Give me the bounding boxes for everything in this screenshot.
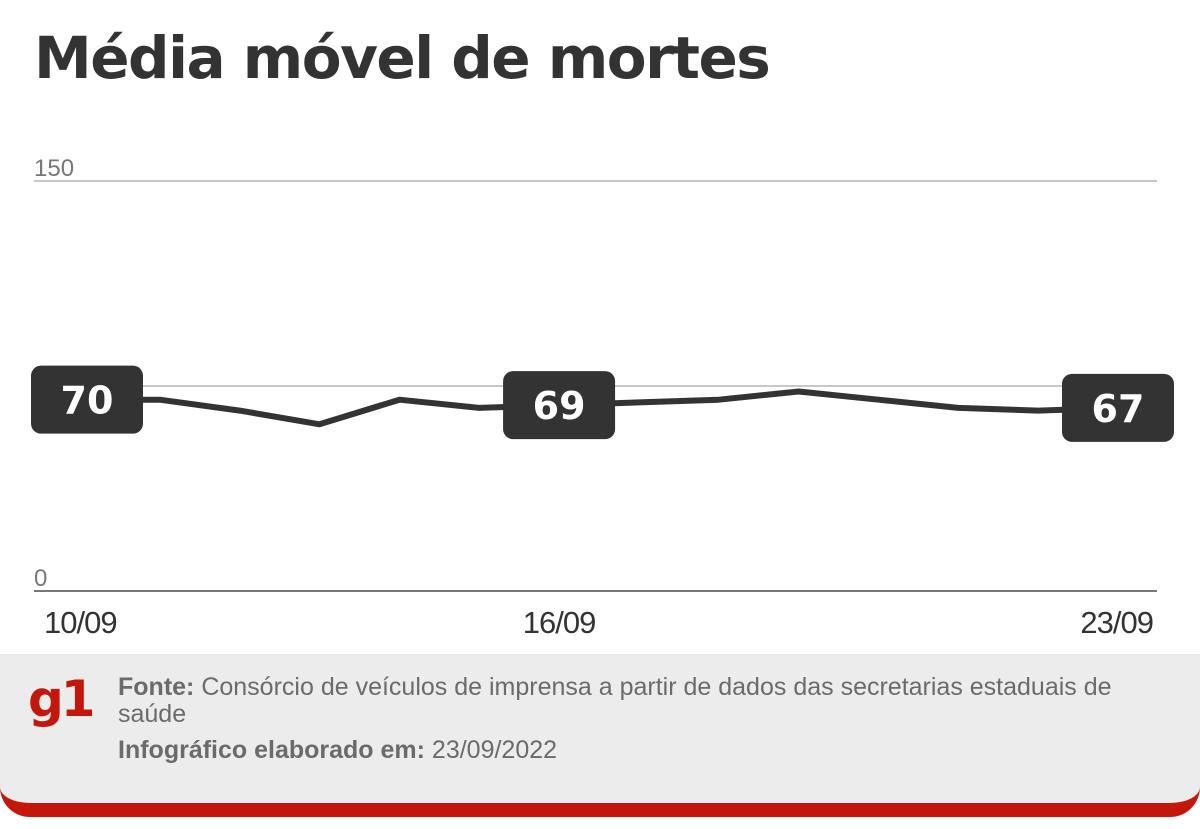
credit-note: Infográfico elaborado em: 23/09/2022: [118, 736, 557, 764]
source-label: Fonte:: [118, 673, 195, 701]
date-text: 23/09/2022: [424, 736, 558, 764]
value-callout-label: 69: [533, 384, 586, 428]
x-tick-label: 23/09: [1080, 605, 1153, 640]
y-tick-label: 150: [34, 155, 74, 182]
y-tick-label: 0: [34, 565, 47, 592]
chart-title: Média móvel de mortes: [34, 24, 771, 92]
value-callout-box: [31, 365, 143, 434]
line-chart: 150 0 10/09 16/09 23/09 70 69 67: [31, 155, 1174, 640]
date-label: Infográfico elaborado em:: [118, 736, 425, 764]
value-callout-label: 70: [61, 379, 114, 423]
g1-logo: g1: [28, 670, 96, 728]
value-callout-label: 67: [1092, 387, 1145, 431]
source-footer: g1 Fonte: Consórcio de veículos de impre…: [0, 654, 1200, 817]
x-tick-label: 16/09: [523, 605, 596, 640]
value-callout-box: [503, 371, 616, 440]
source-note: Fonte: Consórcio de veículos de imprensa…: [118, 674, 1118, 728]
value-callout-box: [1062, 373, 1174, 442]
source-text: Consórcio de veículos de imprensa a part…: [118, 673, 1112, 728]
x-tick-label: 10/09: [44, 605, 117, 640]
